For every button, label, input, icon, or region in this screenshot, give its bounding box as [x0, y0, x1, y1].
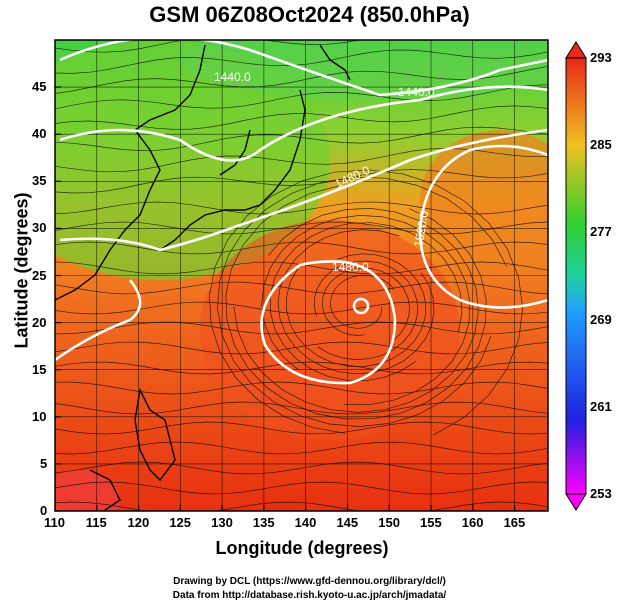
x-axis-label: Longitude (degrees) — [215, 538, 389, 558]
colorbar-tick-label: 269 — [590, 311, 612, 327]
streamline — [55, 361, 548, 375]
colorbar-tick-label: 293 — [590, 50, 612, 65]
longitude-tick-label: 135 — [252, 515, 275, 530]
data-credit: Data from http://database.rish.kyoto-u.a… — [172, 590, 447, 601]
streamline — [55, 321, 548, 335]
streamline — [55, 261, 548, 275]
streamline — [55, 501, 548, 511]
longitude-tick-label: 115 — [85, 515, 107, 530]
streamline — [55, 126, 548, 151]
longitude-tick-label: 125 — [169, 515, 192, 530]
streamline — [55, 169, 548, 194]
latitude-tick-label: 40 — [32, 126, 47, 142]
streamline — [55, 221, 548, 235]
longitude-tick-label: 160 — [461, 515, 484, 530]
streamline — [55, 201, 548, 215]
colorbar-tick-label: 261 — [590, 398, 612, 414]
longitude-tick-label: 130 — [211, 515, 233, 530]
streamline — [286, 253, 427, 367]
streamline — [55, 281, 548, 295]
streamline — [55, 241, 548, 255]
latitude-tick-label: 35 — [32, 173, 47, 189]
streamline — [55, 441, 548, 455]
latitude-tick-label: 30 — [32, 220, 47, 236]
streamline — [209, 169, 524, 436]
latitude-tick-label: 45 — [32, 79, 47, 95]
contour-label: 1440.0 — [398, 85, 435, 99]
drawing-credit: Drawing by DCL (https://www.gfd-dennou.o… — [173, 576, 446, 587]
latitude-tick-label: 20 — [32, 314, 47, 330]
streamline — [55, 421, 548, 435]
longitude-tick-label: 150 — [378, 515, 400, 530]
contour-label: 1480.0 — [332, 260, 369, 274]
streamline — [55, 49, 548, 74]
longitude-tick-label: 110 — [44, 515, 65, 530]
streamline — [55, 381, 548, 395]
streamline — [55, 105, 548, 130]
geopotential-contours — [55, 40, 548, 385]
streamline — [55, 65, 548, 94]
streamline — [314, 260, 419, 360]
wind-streamlines — [55, 40, 548, 511]
colorbar-tick-label: 253 — [590, 486, 612, 501]
latitude-tick-label: 10 — [32, 408, 47, 424]
longitude-tick-label: 145 — [336, 515, 359, 530]
streamline — [269, 222, 463, 382]
latitude-tick-label: 15 — [32, 361, 47, 377]
streamline — [55, 401, 548, 415]
streamline — [277, 229, 435, 375]
streamline — [55, 461, 548, 475]
latitude-tick-label: 0 — [40, 503, 48, 518]
streamline — [55, 84, 548, 110]
axis-tick-marks — [54, 86, 516, 512]
streamline — [55, 40, 362, 53]
chart-title: GSM 06Z08Oct2024 (850.0hPa) — [149, 2, 470, 27]
contour-label: 1440.0 — [214, 70, 251, 84]
streamline — [225, 185, 487, 420]
colorbar — [565, 41, 587, 511]
streamline — [55, 341, 548, 355]
streamline — [55, 481, 548, 495]
longitude-tick-label: 120 — [127, 515, 150, 530]
colorbar-tick-label: 277 — [590, 224, 612, 240]
streamline — [233, 208, 479, 413]
longitude-tick-label: 165 — [503, 515, 526, 530]
streamline — [55, 147, 548, 173]
latitude-tick-label: 5 — [40, 455, 48, 471]
map-grid — [54, 40, 548, 512]
streamline — [217, 176, 507, 427]
longitude-tick-label: 155 — [420, 515, 442, 530]
colorbar-tick-label: 285 — [590, 137, 612, 153]
longitude-tick-label: 140 — [294, 515, 317, 530]
latitude-tick-label: 25 — [32, 267, 47, 283]
y-axis-label: Latitude (degrees) — [11, 192, 32, 349]
